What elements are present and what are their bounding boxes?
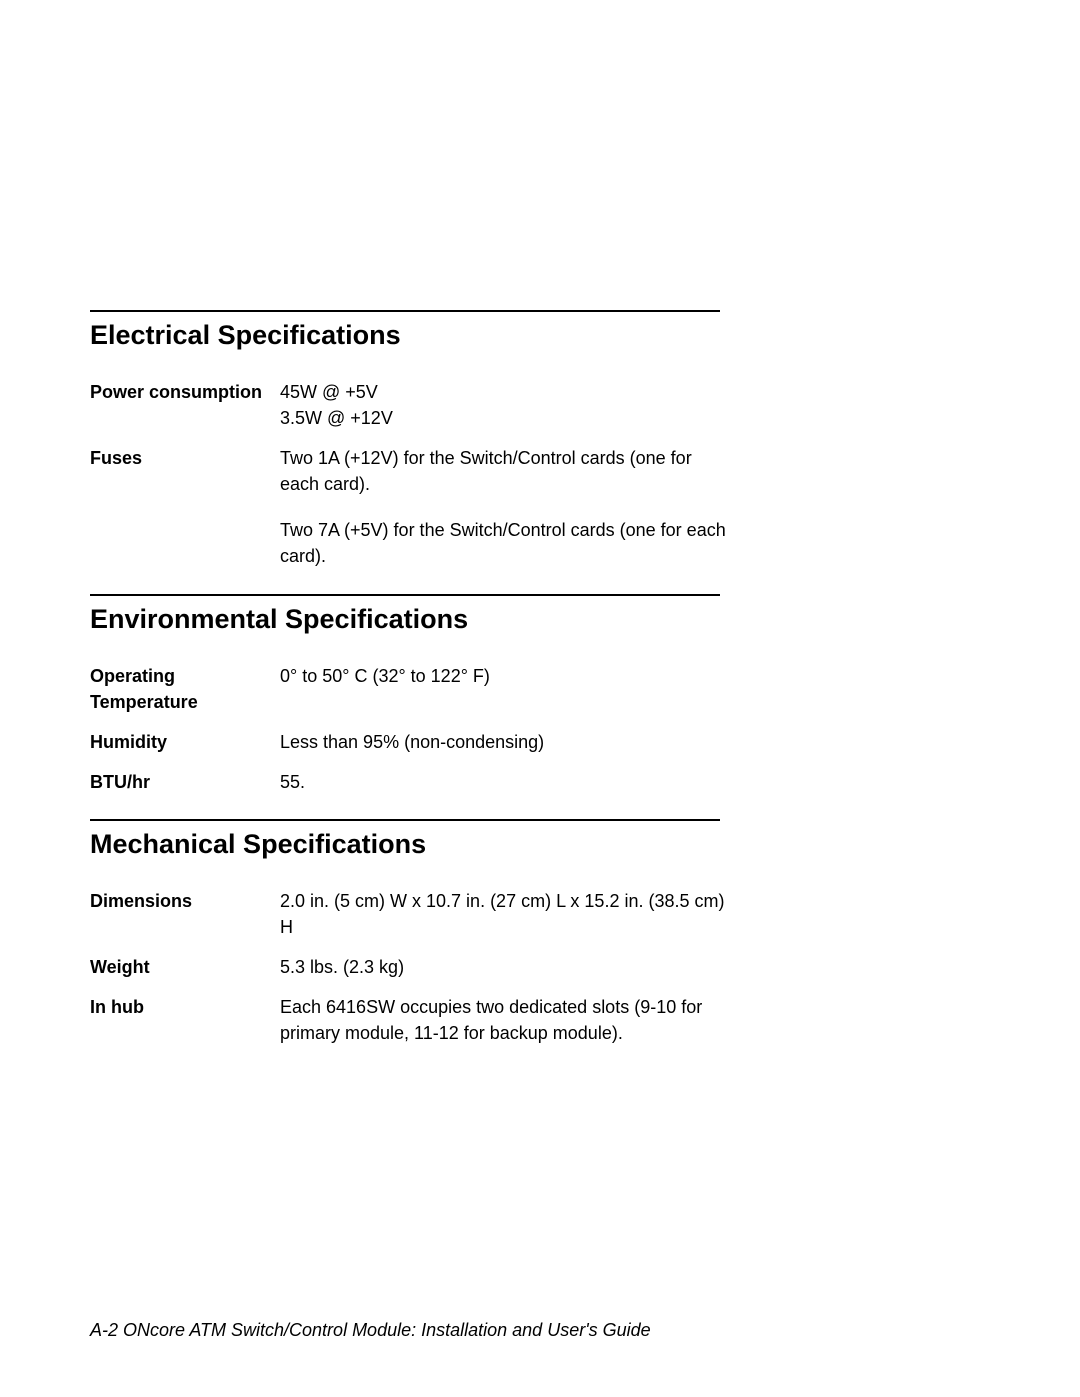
spec-value: Less than 95% (non-condensing) [280, 729, 544, 755]
spec-row: Humidity Less than 95% (non-condensing) [90, 729, 990, 755]
spec-label: Humidity [90, 729, 280, 755]
spec-value: Each 6416SW occupies two dedicated slots… [280, 994, 730, 1046]
spec-label: BTU/hr [90, 769, 280, 795]
section-rule [90, 310, 720, 312]
spec-value-text: Two 7A (+5V) for the Switch/Control card… [280, 517, 730, 569]
section-electrical: Electrical Specifications Power consumpt… [90, 310, 990, 570]
spec-value-text: 5.3 lbs. (2.3 kg) [280, 954, 404, 980]
spec-row: In hub Each 6416SW occupies two dedicate… [90, 994, 990, 1046]
section-rule [90, 594, 720, 596]
page: Electrical Specifications Power consumpt… [0, 0, 1080, 1397]
spec-row: Power consumption 45W @ +5V3.5W @ +12V [90, 379, 990, 431]
spec-label: Dimensions [90, 888, 280, 914]
section-title: Electrical Specifications [90, 320, 990, 351]
spec-value: 0° to 50° C (32° to 122° F) [280, 663, 490, 689]
section-title: Mechanical Specifications [90, 829, 990, 860]
section-environmental: Environmental Specifications Operating T… [90, 594, 990, 795]
page-footer: A-2 ONcore ATM Switch/Control Module: In… [90, 1320, 651, 1341]
spec-row: Fuses Two 1A (+12V) for the Switch/Contr… [90, 445, 990, 569]
section-rule [90, 819, 720, 821]
spec-row: Dimensions 2.0 in. (5 cm) W x 10.7 in. (… [90, 888, 990, 940]
spec-value-text: 45W @ +5V3.5W @ +12V [280, 379, 393, 431]
spec-value-text: Less than 95% (non-condensing) [280, 729, 544, 755]
spec-row: BTU/hr 55. [90, 769, 990, 795]
spec-value-text: 55. [280, 769, 305, 795]
spec-value-text: 0° to 50° C (32° to 122° F) [280, 663, 490, 689]
spec-value: 55. [280, 769, 305, 795]
spec-label: Fuses [90, 445, 280, 471]
spec-row: Operating Temperature 0° to 50° C (32° t… [90, 663, 990, 715]
spec-label: Operating Temperature [90, 663, 280, 715]
spec-row: Weight 5.3 lbs. (2.3 kg) [90, 954, 990, 980]
spec-value: 45W @ +5V3.5W @ +12V [280, 379, 393, 431]
spec-value-text: Two 1A (+12V) for the Switch/Control car… [280, 445, 730, 497]
spec-value-text: 2.0 in. (5 cm) W x 10.7 in. (27 cm) L x … [280, 888, 730, 940]
spec-label: In hub [90, 994, 280, 1020]
section-mechanical: Mechanical Specifications Dimensions 2.0… [90, 819, 990, 1046]
section-title: Environmental Specifications [90, 604, 990, 635]
spec-value: Two 1A (+12V) for the Switch/Control car… [280, 445, 730, 569]
spec-value: 5.3 lbs. (2.3 kg) [280, 954, 404, 980]
spec-value: 2.0 in. (5 cm) W x 10.7 in. (27 cm) L x … [280, 888, 730, 940]
spec-label: Weight [90, 954, 280, 980]
spec-value-text: Each 6416SW occupies two dedicated slots… [280, 994, 730, 1046]
spec-label: Power consumption [90, 379, 280, 405]
